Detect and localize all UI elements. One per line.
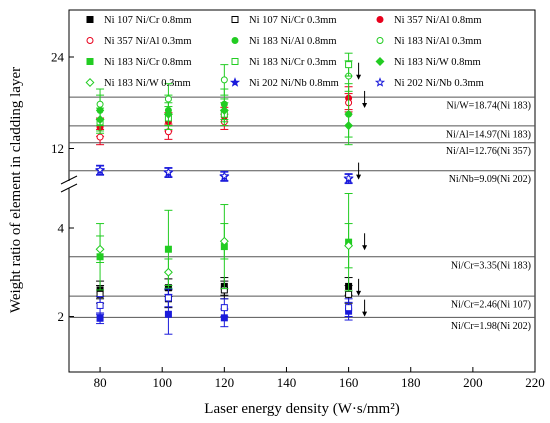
data-point [96,100,104,108]
data-point [220,76,228,84]
x-tick-label: 180 [401,375,421,390]
legend-marker [86,58,94,65]
data-series [95,98,354,138]
legend-label: Ni 183 Ni/Cr 0.3mm [249,57,337,68]
data-point [164,245,172,253]
x-tick-label: 120 [215,375,235,390]
legend: Ni 107 Ni/Cr 0.8mm Ni 107 Ni/Cr 0.3mm Ni 3… [85,15,484,89]
arrow-head [356,174,362,180]
x-tick-label: 100 [152,375,172,390]
legend-label: Ni 202 Ni/Nb 0.3mm [394,78,484,89]
data-point [96,133,104,141]
reference-line-label: Ni/W=18.74(Ni 183) [446,101,531,112]
plot-frame [68,9,536,373]
data-point [345,61,353,69]
legend-label: Ni 183 Ni/W 0.3mm [104,78,191,89]
data-point [164,95,172,103]
data-point [95,244,105,254]
data-point [219,236,229,246]
legend-marker [231,58,239,65]
reference-line-label: Ni/Nb=9.09(Ni 202) [449,174,531,185]
legend-marker [231,16,239,23]
data-point [219,170,230,181]
data-point [345,304,353,312]
data-point [96,314,104,322]
data-point [345,290,353,298]
legend-label: Ni 202 Ni/Nb 0.8mm [249,78,339,89]
data-series [96,288,353,317]
arrow-head [362,245,368,251]
axis-break-mark-2 [60,183,78,193]
x-tick-label: 220 [525,375,545,390]
legend-label: Ni 183 Ni/Al 0.8mm [249,36,337,47]
x-tick-label: 160 [339,375,359,390]
reference-line-layer: Ni/W=18.74(Ni 183) Ni/Al=14.97(Ni 183) Ni/… [69,96,535,332]
arrow-layer [356,62,368,317]
data-point [163,166,174,177]
data-point [96,301,104,309]
reference-line-label: Ni/Cr=1.98(Ni 202) [451,321,531,332]
arrow-head [362,311,368,317]
data-point [219,105,229,115]
x-tick-label: 140 [277,375,297,390]
legend-marker [86,16,94,23]
arrow-head [362,102,368,108]
legend-marker [375,57,385,66]
x-axis-title: Laser energy density (W·s/mm²) [204,401,399,417]
data-point [95,164,106,175]
data-point [95,115,105,124]
legend-label: Ni 107 Ni/Cr 0.8mm [104,15,192,26]
y-tick-label: 4 [58,221,65,236]
reference-line-label: Ni/Cr=3.35(Ni 183) [451,260,531,271]
data-layer [95,52,354,335]
legend-label: Ni 357 Ni/Al 0.8mm [394,15,482,26]
legend-marker [229,77,241,87]
tick-layer: 8010012014016018020022012243624 [51,50,545,391]
x-tick-label: 200 [463,375,483,390]
y-axis-title: Weight ratio of element in cladding laye… [8,67,24,313]
data-point [163,109,173,119]
y-tick-label: 2 [58,309,65,324]
arrow-head [356,290,362,296]
legend-label: Ni 107 Ni/Cr 0.3mm [249,15,337,26]
data-series [95,223,354,287]
legend-label: Ni 183 Ni/W 0.8mm [394,57,481,68]
data-point [220,304,228,312]
legend-marker [85,78,95,87]
data-point [164,294,172,302]
legend-marker [231,37,239,44]
x-tick-label: 80 [94,375,107,390]
reference-line-label: Ni/Cr=2.46(Ni 107) [451,300,531,311]
legend-marker [374,77,386,87]
legend-marker [86,37,94,44]
data-point [343,172,354,183]
data-point [164,310,172,318]
y-tick-label: 24 [51,50,65,65]
legend-marker [376,37,384,44]
legend-label: Ni 357 Ni/Al 0.3mm [104,36,192,47]
axis-break-mark-1 [60,175,78,185]
data-point [344,121,354,131]
axis-break-gap [60,181,82,188]
arrow-head [356,74,362,80]
legend-marker [376,16,384,23]
data-series [95,164,354,184]
y-tick-label: 12 [51,141,64,156]
legend-label: Ni 183 Ni/Cr 0.8mm [104,57,192,68]
data-point [344,241,354,251]
reference-line-label: Ni/Al=12.76(Ni 357) [446,146,531,157]
legend-label: Ni 183 Ni/Al 0.3mm [394,36,482,47]
reference-line-label: Ni/Al=14.97(Ni 183) [446,129,531,140]
data-point [163,267,173,277]
